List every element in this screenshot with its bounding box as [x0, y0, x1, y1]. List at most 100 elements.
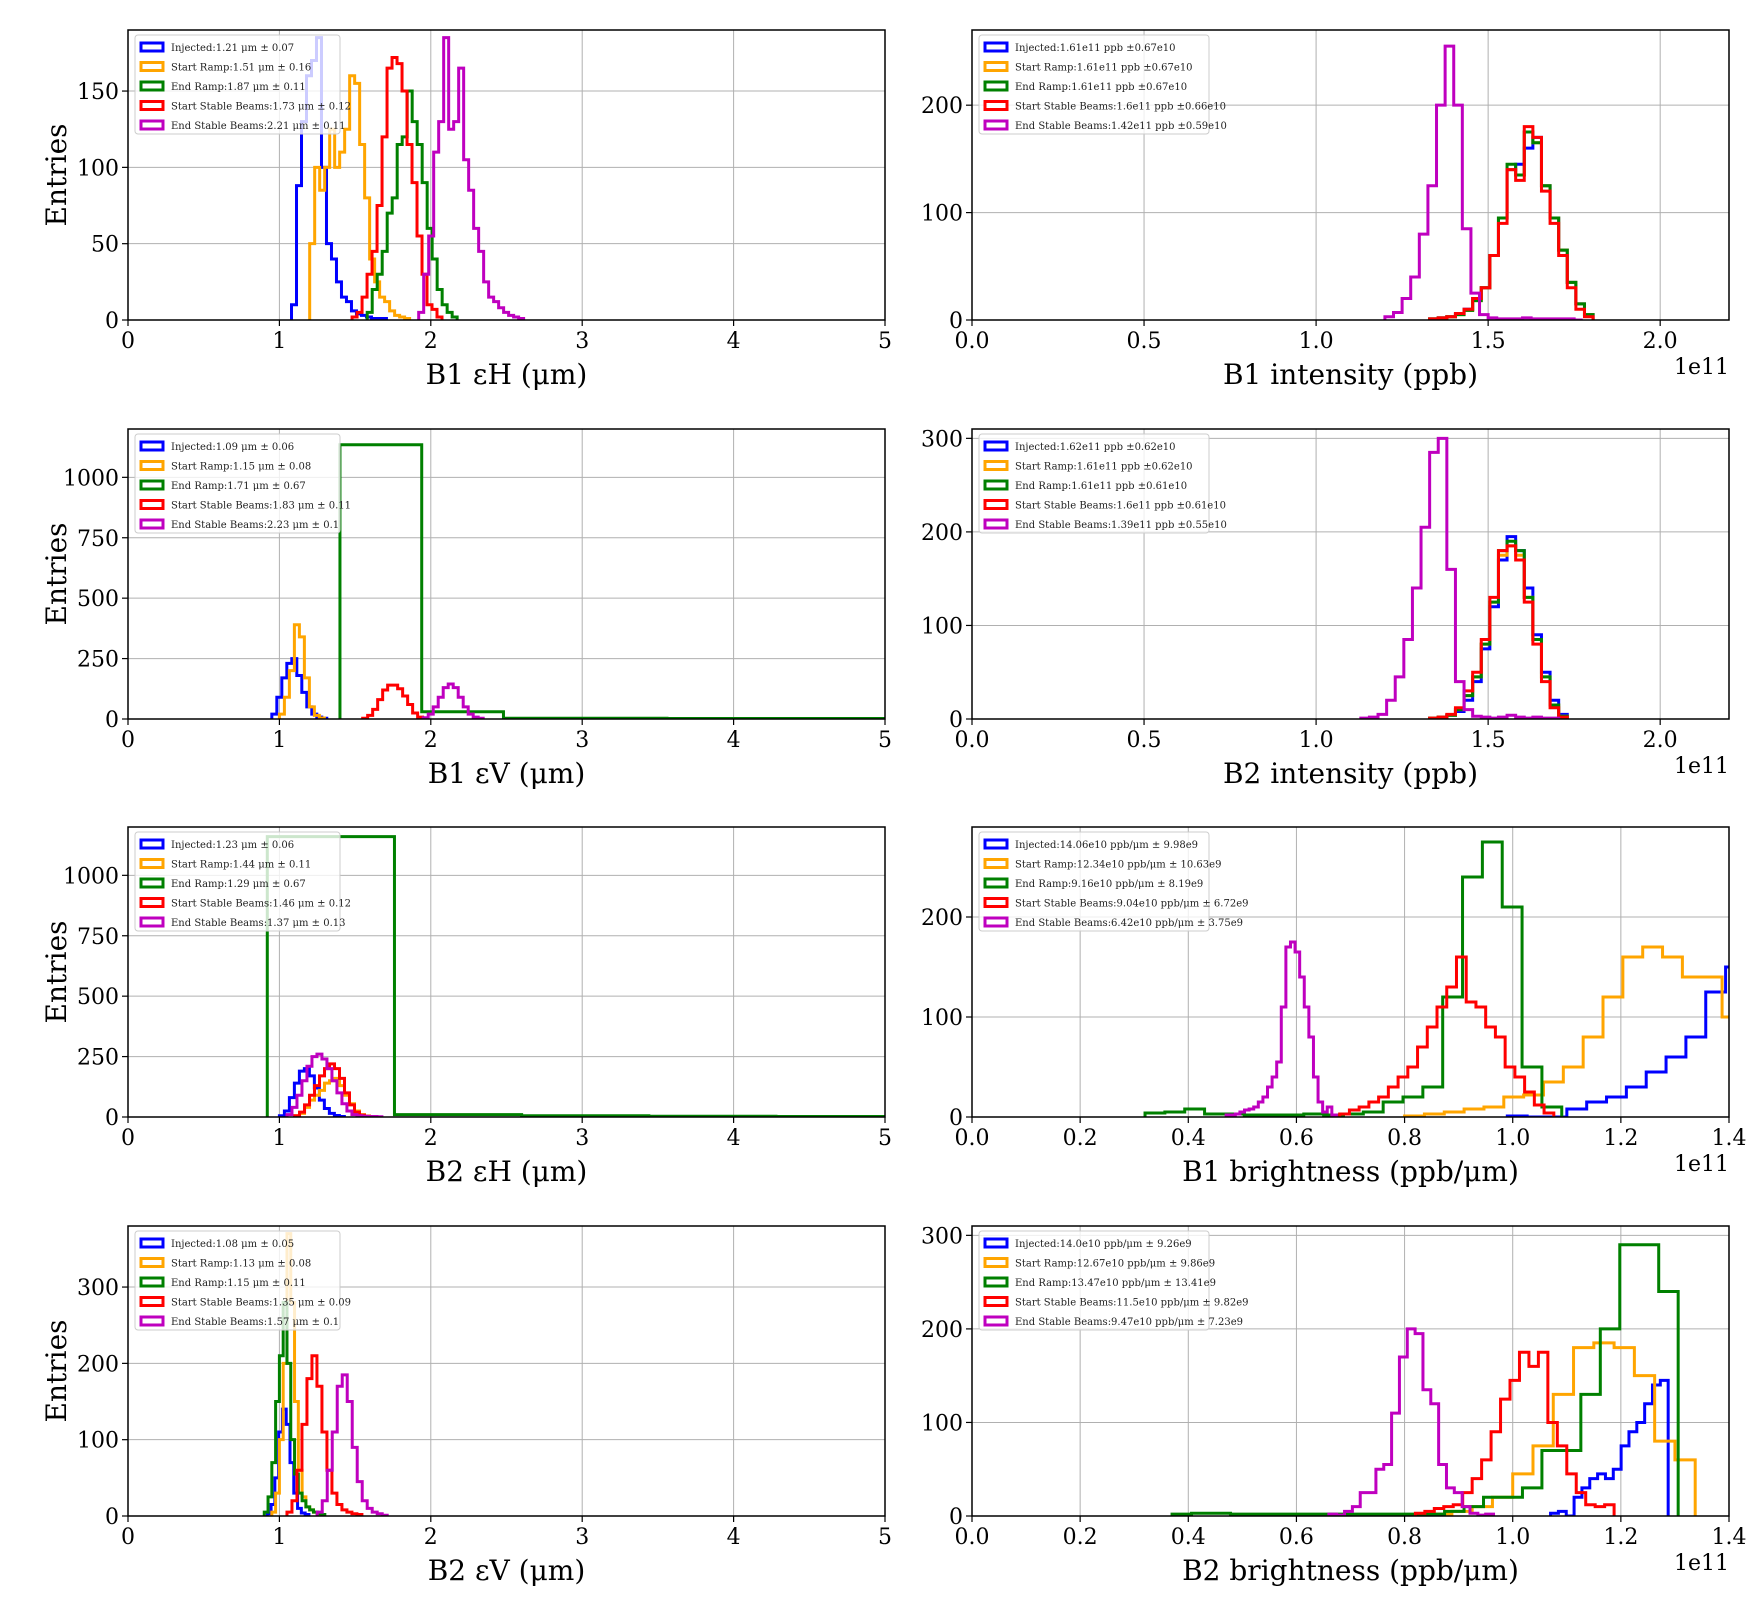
legend-box — [978, 831, 1210, 932]
series-start-stable-beams — [1428, 544, 1569, 719]
series-end-ramp — [262, 1300, 327, 1516]
axes-frame — [127, 1225, 886, 1517]
legend-swatch-end-stable-beams — [983, 119, 1009, 131]
series-end-stable-beams — [1224, 940, 1338, 1117]
legend-label: Injected:1.21 μm ± 0.07 — [171, 43, 294, 54]
legend-label: End Ramp:1.61e11 ppb ±0.61e10 — [1015, 481, 1187, 492]
y-tick-label: 100 — [921, 1006, 963, 1031]
y-tick-label: 100 — [921, 1411, 963, 1436]
y-tick-label: 0 — [949, 309, 963, 334]
y-axis-label: Entries — [40, 522, 73, 625]
x-tick-label: 1 — [272, 1525, 286, 1550]
legend-label: Start Ramp:1.51 μm ± 0.16 — [171, 63, 311, 74]
x-tick-label: 2.0 — [1643, 329, 1678, 354]
y-tick-label: 200 — [921, 906, 963, 931]
x-tick-label: 0.8 — [1387, 1525, 1422, 1550]
legend-label: Start Stable Beams:1.35 μm ± 0.09 — [171, 1298, 351, 1309]
y-tick-label: 1000 — [63, 466, 119, 491]
x-tick-label: 0.4 — [1171, 1126, 1206, 1151]
y-tick-label: 0 — [105, 1505, 119, 1530]
series-end-ramp — [365, 89, 459, 320]
y-tick-label: 250 — [77, 1046, 119, 1071]
x-tick-label: 5 — [878, 1525, 892, 1550]
legend-swatch-end-stable-beams — [139, 1315, 165, 1327]
series-start-ramp — [1430, 1341, 1697, 1516]
chart-panel-row1-right: 0.0 0.5 1.0 1.5 2.0 0 100 200 B1 intensity (ppb)… — [921, 29, 1730, 391]
x-tick-label: 1.4 — [1712, 1126, 1747, 1151]
axes-frame — [971, 1225, 1730, 1517]
legend-label: Start Stable Beams:1.6e11 ppb ±0.66e10 — [1015, 102, 1226, 113]
legend-swatch-start-ramp — [139, 858, 165, 869]
legend-label: Injected:1.09 μm ± 0.06 — [171, 442, 294, 453]
series-end-stable-beams — [1327, 1327, 1496, 1516]
legend: Injected:1.23 μm ± 0.06 Start Ramp:1.44 μ… — [134, 831, 351, 932]
x-axis-label: B2 εV (μm) — [428, 1554, 586, 1587]
legend-swatch-end-ramp — [983, 1276, 1009, 1288]
series-start-stable-beams — [285, 1354, 364, 1516]
x-tick-label: 1 — [272, 329, 286, 354]
legend-swatch-start-ramp — [983, 858, 1009, 869]
x-offset-label: 1e11 — [1674, 754, 1729, 779]
y-tick-label: 500 — [77, 985, 119, 1010]
x-offset-label: 1e11 — [1674, 1152, 1729, 1177]
series-end-ramp — [338, 443, 885, 719]
legend-label: End Stable Beams:1.42e11 ppb ±0.59e10 — [1015, 121, 1227, 132]
y-tick-label: 150 — [77, 80, 119, 105]
x-tick-label: 4 — [727, 329, 741, 354]
legend-swatch-end-ramp — [983, 877, 1009, 889]
axes-frame — [971, 29, 1730, 321]
legend-swatch-start-ramp — [139, 1257, 165, 1268]
x-tick-label: 1 — [272, 728, 286, 753]
legend-swatch-injected — [983, 440, 1009, 452]
legend-swatch-start-ramp — [139, 61, 165, 72]
series-start-ramp — [1403, 945, 1729, 1117]
y-tick-label: 100 — [77, 156, 119, 181]
legend-box — [134, 1230, 341, 1331]
legend-label: End Stable Beams:9.47e10 ppb/μm ± 7.23e9 — [1015, 1317, 1243, 1328]
x-tick-label: 0 — [121, 1525, 135, 1550]
y-tick-label: 750 — [77, 925, 119, 950]
legend-swatch-start-stable-beams — [139, 100, 165, 111]
legend-swatch-injected — [139, 1237, 165, 1249]
y-tick-label: 300 — [77, 1276, 119, 1301]
legend-swatch-start-ramp — [983, 460, 1009, 471]
x-tick-label: 1.0 — [1495, 1126, 1530, 1151]
y-tick-label: 0 — [949, 708, 963, 733]
legend-label: End Ramp:1.15 μm ± 0.11 — [171, 1278, 306, 1289]
legend-swatch-start-stable-beams — [139, 897, 165, 908]
legend-label: Start Ramp:12.34e10 ppb/μm ± 10.63e9 — [1015, 860, 1221, 871]
y-tick-label: 0 — [949, 1505, 963, 1530]
legend-swatch-start-ramp — [139, 460, 165, 471]
legend-swatch-end-stable-beams — [983, 916, 1009, 928]
legend-label: Start Stable Beams:1.83 μm ± 0.11 — [171, 501, 351, 512]
series-start-stable-beams — [350, 55, 444, 320]
x-tick-label: 0 — [121, 728, 135, 753]
legend-label: End Ramp:1.61e11 ppb ±0.67e10 — [1015, 82, 1187, 93]
x-tick-label: 1.5 — [1471, 728, 1506, 753]
x-tick-label: 2 — [424, 329, 438, 354]
legend-swatch-injected — [139, 41, 165, 53]
series-start-ramp — [308, 74, 412, 320]
legend-label: End Stable Beams:2.21 μm ± 0.11 — [171, 121, 346, 132]
y-tick-label: 750 — [77, 527, 119, 552]
y-tick-label: 300 — [921, 1224, 963, 1249]
series-start-ramp — [277, 623, 326, 719]
x-axis-label: B2 intensity (ppb) — [1223, 757, 1478, 790]
x-tick-label: 0.0 — [955, 728, 990, 753]
legend-swatch-start-stable-beams — [983, 897, 1009, 908]
legend-swatch-end-ramp — [139, 80, 165, 92]
x-axis-label: B1 brightness (ppb/μm) — [1182, 1155, 1519, 1188]
series-injected — [1549, 1378, 1670, 1516]
y-axis-label: Entries — [40, 1319, 73, 1422]
legend: Injected:14.0e10 ppb/μm ± 9.26e9 Start Ra… — [978, 1230, 1248, 1331]
x-tick-label: 1.2 — [1603, 1126, 1638, 1151]
y-axis-label: Entries — [40, 123, 73, 226]
x-tick-label: 4 — [727, 1525, 741, 1550]
y-tick-label: 250 — [77, 648, 119, 673]
legend-label: End Ramp:1.71 μm ± 0.67 — [171, 481, 306, 492]
x-axis-label: B1 εH (μm) — [426, 358, 588, 391]
axes-frame — [127, 428, 886, 720]
x-tick-label: 1.0 — [1299, 728, 1334, 753]
legend-swatch-injected — [139, 440, 165, 452]
x-tick-label: 0 — [121, 1126, 135, 1151]
